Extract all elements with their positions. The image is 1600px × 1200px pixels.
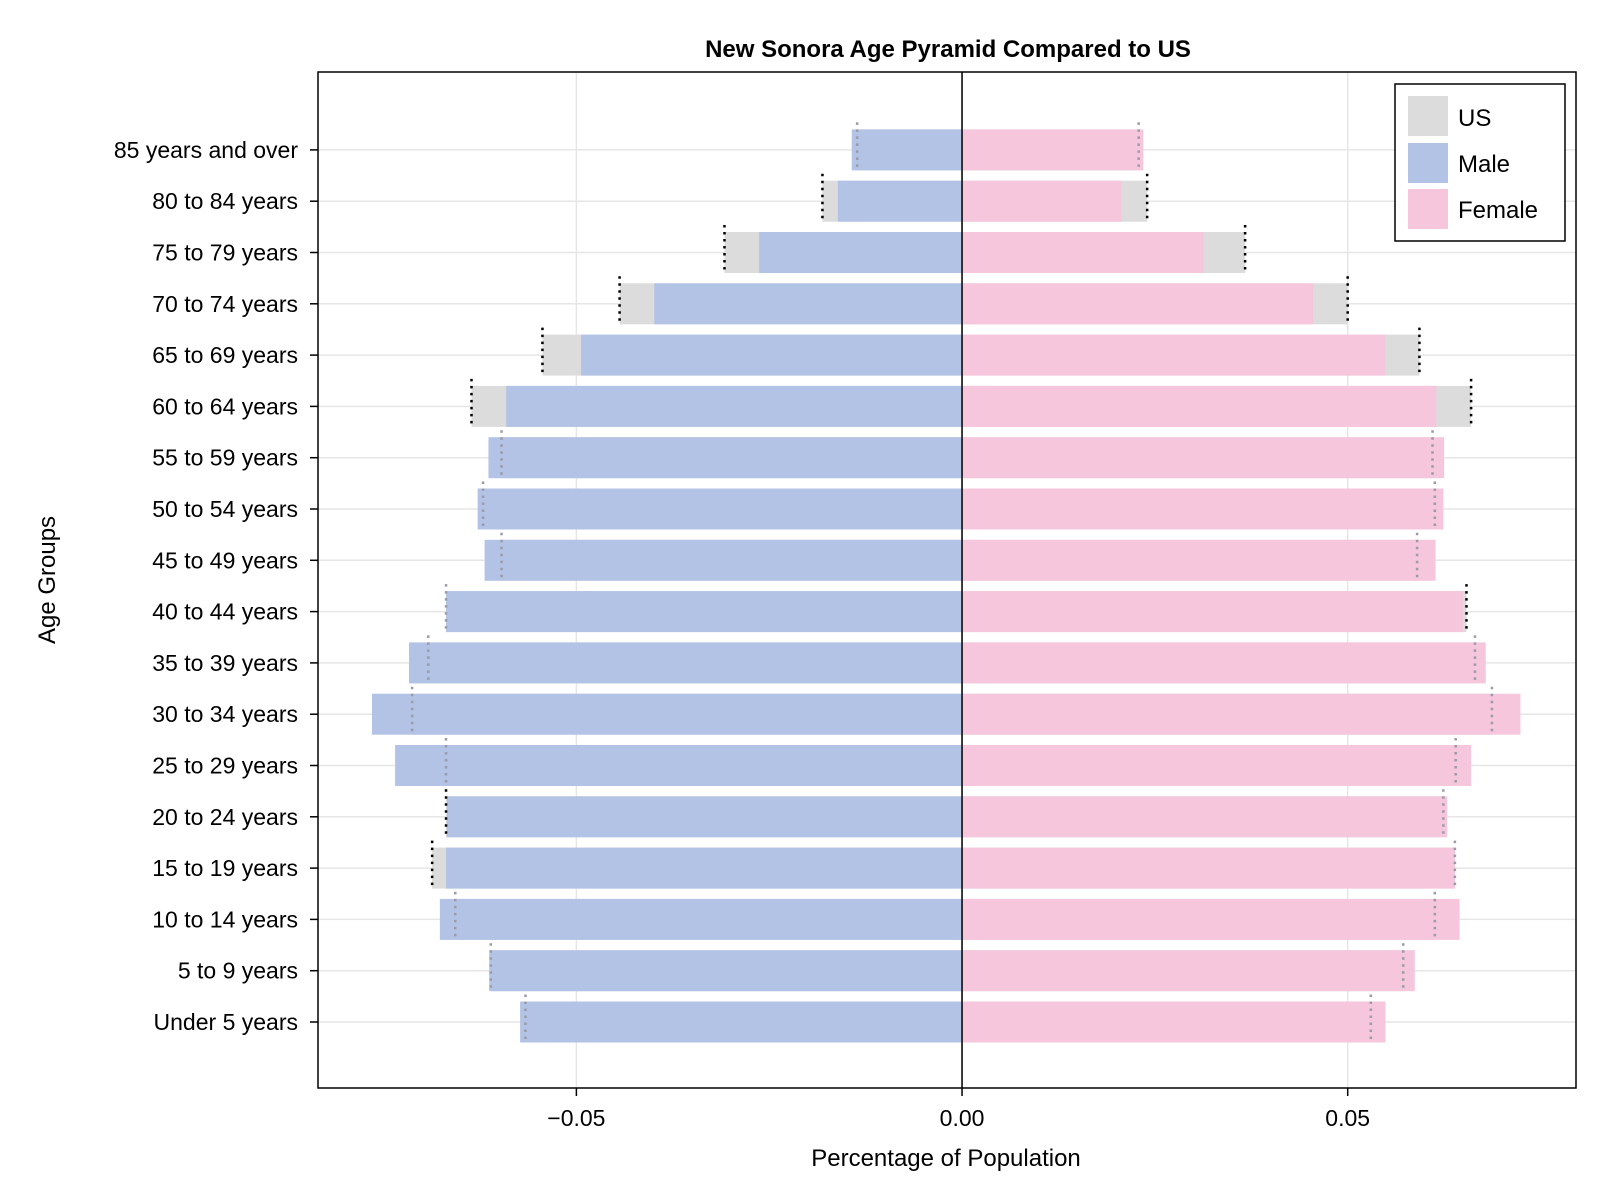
- male-bar: [446, 847, 963, 889]
- axes-layer: [310, 71, 1577, 1096]
- y-tick-label: 40 to 44 years: [152, 599, 298, 625]
- y-tick-label: 55 to 59 years: [152, 445, 298, 471]
- bars-layer: [371, 129, 1521, 1043]
- y-tick-label: 15 to 19 years: [152, 855, 298, 881]
- female-bar: [962, 488, 1444, 530]
- male-bar: [837, 180, 963, 222]
- female-bar: [962, 437, 1445, 479]
- male-bar: [371, 693, 963, 735]
- x-axis-title: Percentage of Population: [811, 1145, 1081, 1172]
- female-bar: [962, 283, 1313, 325]
- legend-label-male: Male: [1458, 151, 1510, 178]
- female-bar: [962, 591, 1463, 633]
- x-tick-label: 0.00: [940, 1105, 985, 1131]
- legend-label-female: Female: [1458, 197, 1538, 224]
- female-bar: [962, 1001, 1386, 1043]
- y-tick-label: 45 to 49 years: [152, 547, 298, 573]
- legend-swatch-us: [1408, 96, 1448, 136]
- plot-frame: [317, 71, 1577, 1089]
- us-outline-layer: [410, 122, 1494, 1043]
- male-bar: [409, 642, 963, 684]
- male-bar: [520, 1001, 963, 1043]
- female-bar: [962, 745, 1472, 786]
- y-tick-label: 65 to 69 years: [152, 342, 298, 368]
- legend-label-us: US: [1458, 105, 1491, 132]
- male-bar: [488, 437, 963, 479]
- female-bar: [962, 796, 1448, 838]
- male-bar: [446, 796, 963, 838]
- y-tick-label: 5 to 9 years: [178, 958, 298, 984]
- labels-layer: Under 5 years 5 to 9 years 10 to 14 years 1…: [114, 137, 1370, 1131]
- female-bar: [962, 129, 1144, 171]
- y-tick-label: 35 to 39 years: [152, 650, 298, 676]
- y-tick-label: 60 to 64 years: [152, 393, 298, 419]
- male-bar: [395, 745, 963, 786]
- male-bar: [506, 385, 963, 427]
- male-bar: [477, 488, 963, 530]
- legend: US Male Female: [1394, 83, 1566, 242]
- male-bar: [484, 539, 963, 581]
- female-bar: [962, 232, 1204, 273]
- legend-swatch-male: [1408, 143, 1448, 183]
- legend-swatch-female: [1408, 189, 1448, 229]
- y-tick-label: 70 to 74 years: [152, 291, 298, 317]
- y-tick-label: 25 to 29 years: [152, 753, 298, 779]
- y-tick-label: Under 5 years: [154, 1009, 298, 1035]
- male-bar: [446, 591, 963, 633]
- x-tick-label: −0.05: [547, 1105, 605, 1131]
- male-bar: [851, 129, 963, 171]
- y-tick-label: 75 to 79 years: [152, 240, 298, 266]
- female-bar: [962, 539, 1436, 581]
- female-bar: [962, 847, 1455, 889]
- x-tick-label: 0.05: [1325, 1105, 1370, 1131]
- female-bar: [962, 950, 1415, 992]
- female-bar: [962, 642, 1486, 684]
- y-tick-label: 50 to 54 years: [152, 496, 298, 522]
- y-tick-label: 85 years and over: [114, 137, 298, 163]
- y-axis-title: Age Groups: [34, 516, 61, 644]
- y-tick-label: 10 to 14 years: [152, 906, 298, 932]
- female-bar: [962, 180, 1122, 222]
- male-bar: [654, 283, 963, 325]
- female-bar: [962, 693, 1521, 735]
- male-bar: [759, 232, 963, 273]
- chart-title: New Sonora Age Pyramid Compared to US: [705, 36, 1191, 63]
- male-bar: [489, 950, 963, 992]
- y-tick-label: 30 to 34 years: [152, 701, 298, 727]
- female-bar: [962, 898, 1460, 940]
- male-bar: [581, 334, 963, 376]
- male-bar: [439, 898, 963, 940]
- y-tick-label: 20 to 24 years: [152, 804, 298, 830]
- female-bar: [962, 385, 1437, 427]
- female-bar: [962, 334, 1386, 376]
- y-tick-label: 80 to 84 years: [152, 188, 298, 214]
